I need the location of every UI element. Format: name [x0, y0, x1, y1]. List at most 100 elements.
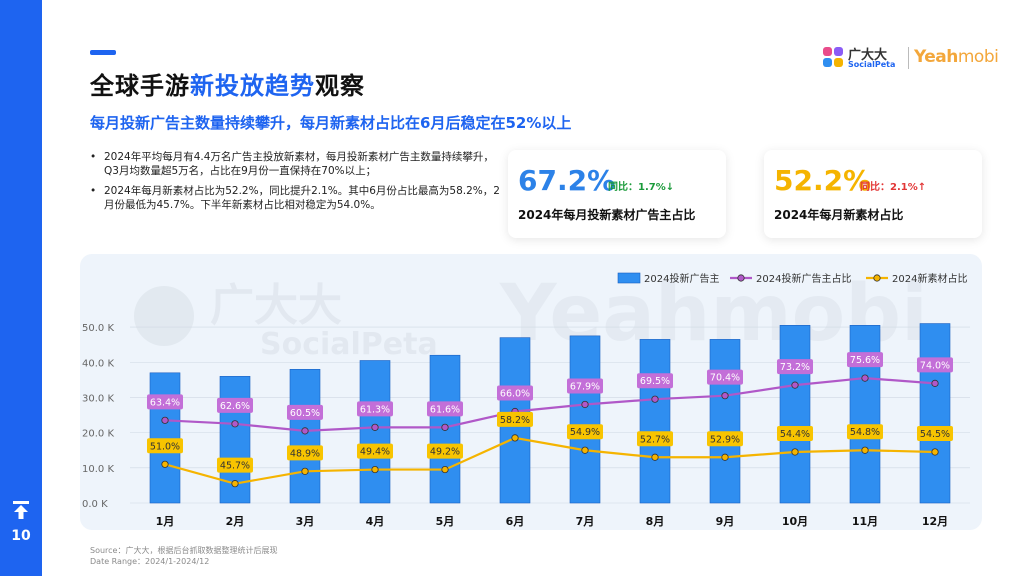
creative-share-point	[301, 467, 309, 475]
advertiser-share-data-label: 60.5%	[290, 408, 320, 419]
advertiser-share-label-box	[707, 369, 743, 385]
source-line: Source：广大大，根据后台抓取数据整理统计后展现	[90, 546, 278, 555]
summary-bullets: 2024年平均每月有4.4万名广告主投放新素材，每月投新素材广告主数量持续攀升，…	[90, 150, 500, 218]
creative-share-data-label: 52.7%	[640, 434, 670, 445]
chart-panel: 广大大 SocialPeta Yeahmobi 0.0 K 10.0 K 20.0 …	[80, 254, 982, 530]
advertiser-share-label-box	[427, 401, 463, 417]
socialpeta-logo-icon	[823, 47, 843, 67]
creative-share-label-box	[917, 425, 953, 441]
advertiser-share-point	[651, 395, 659, 403]
title-highlight: 新投放趋势	[190, 72, 315, 100]
creative-share-data-label: 49.2%	[430, 447, 460, 458]
advertiser-share-point	[371, 423, 379, 431]
x-tick-label: 11月	[852, 515, 878, 528]
bar	[149, 372, 181, 504]
creative-share-label-box	[357, 443, 393, 459]
logo-separator	[908, 47, 909, 69]
creative-share-data-label: 48.9%	[290, 448, 320, 459]
x-tick-label: 6月	[506, 515, 525, 528]
advertiser-share-label-box	[637, 373, 673, 389]
yeahmobi-suffix: mobi	[957, 47, 999, 67]
bullet-item: 2024年每月新素材占比为52.2%，同比提升2.1%。其中6月份占比最高为58…	[90, 184, 500, 212]
creative-share-data-label: 58.2%	[500, 415, 530, 426]
advertiser-share-label-box	[567, 378, 603, 394]
y-axis: 0.0 K 10.0 K 20.0 K 30.0 K 40.0 K 50.0 K	[82, 323, 114, 510]
creative-share-label-box	[217, 457, 253, 473]
legend-label: 2024新素材占比	[892, 272, 967, 285]
x-tick-label: 3月	[296, 515, 315, 528]
creative-share-point	[791, 448, 799, 456]
kpi-caption: 2024年每月投新素材广告主占比	[518, 208, 696, 222]
line-series: 63.4% 62.6% 60.5% 61.3% 61.6% 66.0% 67.9% 69.5%…	[147, 352, 953, 488]
yeahmobi-prefix: Yeah	[914, 47, 958, 67]
bar	[779, 325, 811, 504]
advertiser-share-label-box	[147, 394, 183, 410]
creative-share-line	[164, 436, 936, 485]
page-title: 全球手游新投放趋势观察	[90, 66, 365, 101]
y-tick-label: 30.0 K	[82, 393, 114, 404]
logo-cn-text: 广大大	[848, 48, 888, 63]
creative-share-label-box	[497, 411, 533, 427]
creative-share-point	[861, 446, 869, 454]
bar	[919, 323, 951, 504]
advertiser-share-label-box	[847, 352, 883, 368]
advertiser-share-data-label: 74.0%	[920, 360, 950, 371]
advertiser-share-label-box	[357, 401, 393, 417]
creative-share-data-label: 54.9%	[570, 427, 600, 438]
title-accent-dash	[90, 50, 116, 55]
advertiser-share-data-label: 63.4%	[150, 397, 180, 408]
creative-share-point	[161, 460, 169, 468]
creative-share-label-box	[707, 431, 743, 447]
x-tick-label: 8月	[646, 515, 665, 528]
bar	[289, 368, 321, 504]
creative-share-point	[371, 465, 379, 474]
kpi-card-creative-share: 52.2% 同比：2.1%↑ 2024年每月新素材占比	[764, 150, 982, 238]
page-subtitle: 每月投新广告主数量持续攀升，每月新素材占比在6月后稳定在52%以上	[90, 114, 572, 132]
advertiser-share-label-box	[777, 359, 813, 375]
kpi-yoy: 同比：1.7%↓	[608, 182, 675, 193]
x-tick-label: 4月	[366, 515, 385, 528]
chart-grid	[130, 326, 970, 504]
advertiser-share-label-box	[217, 397, 253, 413]
bar	[359, 360, 391, 504]
creative-share-label-box	[427, 443, 463, 459]
kpi-value: 67.2%	[518, 164, 616, 197]
back-to-top-icon[interactable]	[11, 500, 31, 520]
y-tick-label: 40.0 K	[82, 358, 114, 369]
advertiser-share-data-label: 75.6%	[850, 355, 880, 366]
creative-share-label-box	[637, 431, 673, 447]
logo-en-text: SocialPeta	[848, 60, 896, 69]
advertiser-share-data-label: 61.3%	[360, 404, 390, 415]
advertiser-share-point	[161, 416, 169, 424]
advertiser-share-point	[301, 427, 309, 435]
advertiser-share-data-label: 73.2%	[780, 362, 810, 373]
page-number: 10	[11, 528, 31, 544]
bar	[569, 335, 601, 504]
legend-label: 2024投新广告主占比	[756, 272, 851, 285]
creative-share-label-box	[847, 424, 883, 440]
creative-share-data-label: 54.4%	[780, 429, 810, 440]
advertiser-share-point	[721, 392, 729, 400]
source-note: Source：广大大，根据后台抓取数据整理统计后展现 Date Range：20…	[90, 545, 277, 567]
creative-share-point	[931, 448, 939, 456]
creative-share-data-label: 51.0%	[150, 441, 180, 452]
x-tick-label: 5月	[436, 515, 455, 528]
legend-swatch-bar	[617, 272, 641, 284]
date-range-line: Date Range：2024/1-2024/12	[90, 557, 210, 566]
title-suffix: 观察	[315, 72, 365, 100]
watermark-cn: 广大大	[210, 280, 342, 331]
advertiser-share-data-label: 67.9%	[570, 381, 600, 392]
creative-share-data-label: 52.9%	[710, 434, 740, 445]
advertiser-share-point	[581, 400, 589, 409]
advertiser-share-point	[791, 381, 799, 389]
y-tick-label: 50.0 K	[82, 323, 114, 334]
x-tick-label: 10月	[782, 515, 808, 528]
creative-share-label-box	[567, 424, 603, 440]
watermark-socialpeta-icon	[134, 286, 194, 346]
yeahmobi-logo-text: Yeahmobi	[914, 47, 999, 67]
watermark-en: SocialPeta	[260, 327, 438, 362]
bullet-item: 2024年平均每月有4.4万名广告主投放新素材，每月投新素材广告主数量持续攀升，…	[90, 150, 500, 178]
bar	[709, 339, 741, 504]
creative-share-data-label: 45.7%	[220, 461, 250, 472]
y-tick-label: 10.0 K	[82, 464, 114, 475]
